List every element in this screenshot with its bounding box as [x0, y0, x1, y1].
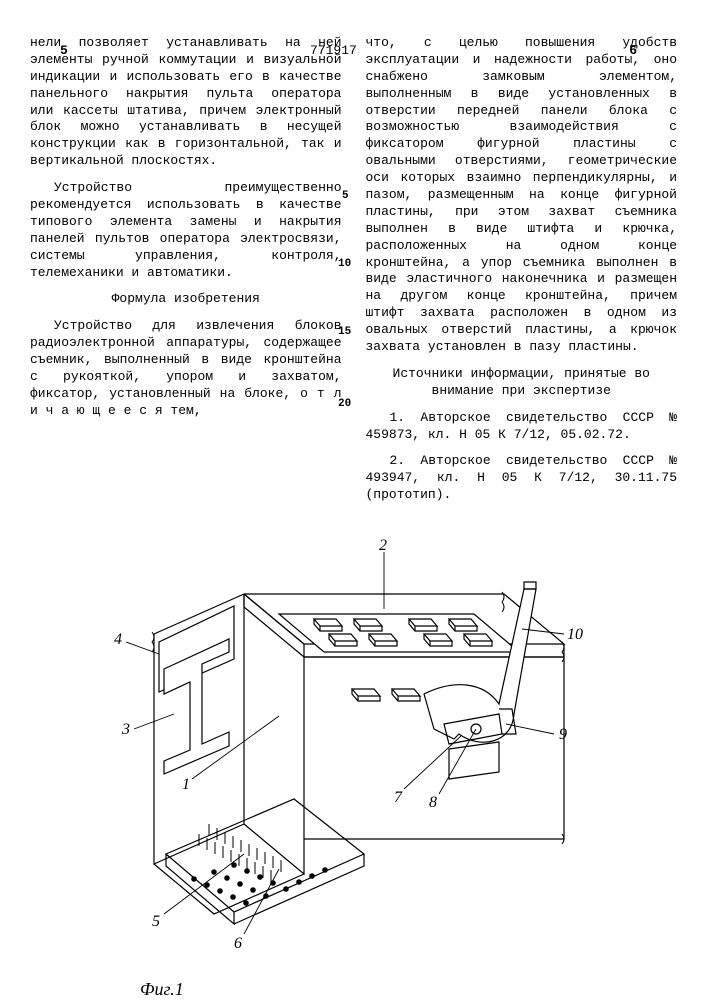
- figure-1: 1 2 3 4 5 6 7 8 9 10 Фиг.1: [0, 534, 707, 1001]
- callout-4: 4: [114, 631, 122, 648]
- right-column: что, с целью повышения удобств эксплуата…: [354, 35, 690, 514]
- line-marker-5: 5: [342, 189, 349, 203]
- callout-3: 3: [121, 721, 130, 738]
- callout-9: 9: [559, 726, 567, 743]
- figure-label: Фиг.1: [140, 978, 707, 1001]
- document-number: 771917: [310, 43, 357, 60]
- left-column: нели позволяет устанавливать на ней элем…: [18, 35, 354, 514]
- page-number-right: 6: [629, 43, 637, 60]
- left-p3: Устройство для извлечения блоков радиоэл…: [30, 318, 342, 419]
- line-marker-10: 10: [338, 257, 351, 271]
- callout-10: 10: [567, 626, 583, 643]
- formula-title: Формула изобретения: [30, 291, 342, 308]
- source-2: 2. Авторское свидетельство СССР № 493947…: [366, 453, 678, 504]
- line-marker-15: 15: [338, 325, 351, 339]
- line-marker-20: 20: [338, 397, 351, 411]
- callout-8: 8: [429, 794, 437, 811]
- callout-1: 1: [182, 776, 190, 793]
- left-p1: нели позволяет устанавливать на ней элем…: [30, 35, 342, 170]
- right-p1: что, с целью повышения удобств эксплуата…: [366, 35, 678, 356]
- callout-7: 7: [394, 789, 403, 806]
- source-1: 1. Авторское свидетельство СССР № 459873…: [366, 410, 678, 444]
- left-p2: Устройство преимущественно рекомендуется…: [30, 180, 342, 281]
- page-number-left: 5: [60, 43, 68, 60]
- callout-5: 5: [152, 913, 160, 930]
- callout-6: 6: [234, 935, 242, 952]
- callout-2: 2: [379, 537, 387, 554]
- sources-title: Источники информации, принятые во вниман…: [366, 366, 678, 400]
